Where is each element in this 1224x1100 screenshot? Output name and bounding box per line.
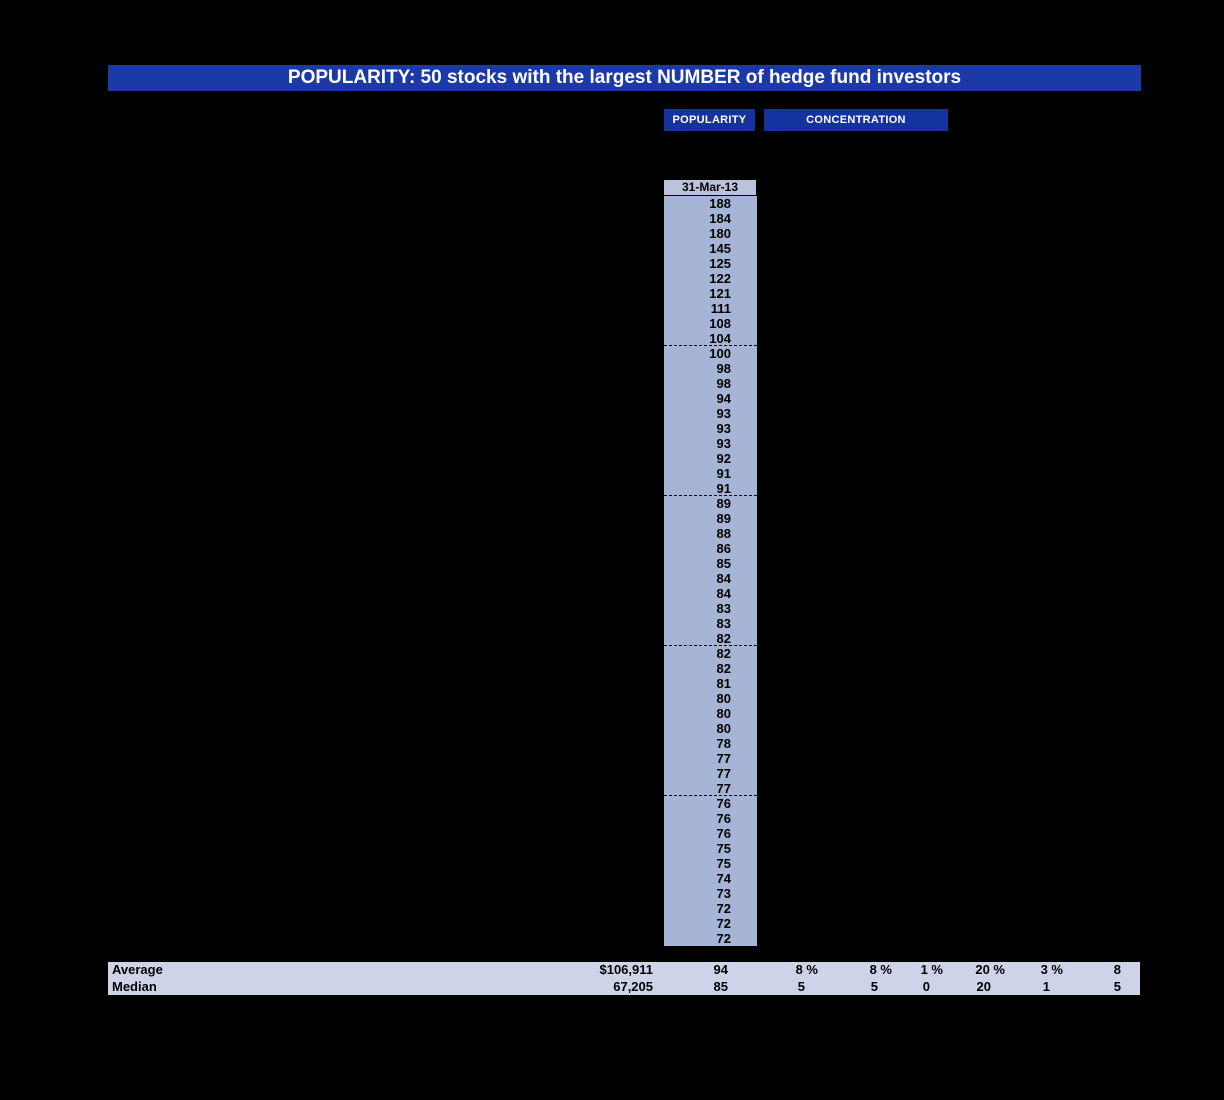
stock-count-cell: 93: [716, 406, 731, 421]
stock-count-cell: 73: [716, 886, 731, 901]
average-row: Average $106,911 94 8 % 8 % 1 % 20 % 3 % 8: [108, 962, 1140, 979]
stock-count-cell: 89: [716, 496, 731, 511]
median-value-cell: 20: [976, 978, 991, 994]
stock-count-cell: 184: [709, 211, 731, 226]
stock-count-cell: 92: [716, 451, 731, 466]
stock-count-cell: 83: [716, 601, 731, 616]
stock-count-cell: 84: [716, 571, 731, 586]
median-value-cell: 5: [797, 978, 805, 994]
stock-count-cell: 82: [716, 646, 731, 661]
stock-count-cell: 100: [709, 346, 731, 361]
stock-count-cell: 84: [716, 586, 731, 601]
stock-count-cell: 76: [716, 811, 731, 826]
stock-count-cell: 75: [716, 841, 731, 856]
median-value-cell: 0: [922, 978, 930, 994]
stock-count-cell: 145: [709, 241, 731, 256]
stock-count-cell: 91: [716, 466, 731, 481]
average-value-cell: 1 %: [920, 962, 943, 977]
stock-count-cell: 77: [716, 751, 731, 766]
investor-count-column: 188 184 180 145 125 122 121 111 108 104 100 98 98 94 9…: [664, 196, 757, 946]
stock-count-cell: 93: [716, 421, 731, 436]
stock-count-cell: 125: [709, 256, 731, 271]
stock-count-cell: 91: [664, 481, 757, 496]
stock-count-cell: 80: [716, 706, 731, 721]
stock-count-cell: 72: [716, 916, 731, 931]
stock-count-cell: 122: [709, 271, 731, 286]
tab-concentration[interactable]: CONCENTRATION: [764, 109, 948, 131]
stock-count-cell: 108: [709, 316, 731, 331]
summary-band: Average $106,911 94 8 % 8 % 1 % 20 % 3 % 8 Media…: [108, 962, 1140, 995]
stock-count-cell: 98: [716, 361, 731, 376]
stock-count-cell: 78: [716, 736, 731, 751]
average-label: Average: [112, 962, 163, 977]
stock-count-cell: 104: [664, 331, 757, 346]
stock-count-cell: 121: [709, 286, 731, 301]
stock-count-cell: 86: [716, 541, 731, 556]
stock-count-cell: 74: [716, 871, 731, 886]
median-value-cell: 1: [1042, 978, 1050, 994]
stock-count-cell: 77: [664, 781, 757, 796]
stock-count-cell: 76: [716, 826, 731, 841]
stock-count-cell: 80: [716, 721, 731, 736]
stock-count-cell: 188: [709, 196, 731, 211]
stock-count-cell: 77: [716, 766, 731, 781]
stock-count-cell: 72: [716, 901, 731, 916]
stock-count-cell: 82: [664, 631, 757, 646]
page-title-text: POPULARITY: 50 stocks with the largest N…: [287, 67, 962, 88]
stock-count-cell: 180: [709, 226, 731, 241]
median-value-cell: 85: [713, 978, 728, 994]
average-value-cell: $106,911: [599, 962, 653, 977]
stock-count-cell: 89: [716, 511, 731, 526]
average-value-cell: 94: [713, 962, 728, 977]
median-value-cell: 5: [1113, 978, 1121, 994]
median-value-cell: 5: [870, 978, 878, 994]
stock-count-cell: 111: [710, 301, 731, 316]
median-row: Median 67,205 85 5 5 0 20 1 5: [108, 979, 1140, 996]
average-value-cell: 20 %: [975, 962, 1005, 977]
stock-count-cell: 75: [716, 856, 731, 871]
average-value-cell: 8 %: [795, 962, 818, 977]
stock-count-cell: 88: [716, 526, 731, 541]
stock-count-cell: 82: [716, 661, 731, 676]
stock-count-cell: 98: [716, 376, 731, 391]
median-value-cell: 67,205: [613, 978, 653, 994]
stock-count-cell: 83: [716, 616, 731, 631]
average-value-cell: 8 %: [869, 962, 892, 977]
median-label: Median: [112, 978, 157, 994]
tab-popularity[interactable]: POPULARITY: [664, 109, 755, 131]
stock-count-cell: 85: [716, 556, 731, 571]
stock-count-cell: 94: [716, 391, 731, 406]
stock-count-cell: 80: [716, 691, 731, 706]
average-value-cell: 3 %: [1040, 962, 1063, 977]
average-value-cell: 8: [1113, 962, 1121, 977]
date-column-header: 31-Mar-13: [663, 179, 757, 196]
stock-count-cell: 76: [716, 796, 731, 811]
stock-count-cell: 93: [716, 436, 731, 451]
stock-count-cell: 81: [716, 676, 731, 691]
stock-count-cell: 72: [716, 931, 731, 946]
page-title: POPULARITY: 50 stocks with the largest N…: [108, 65, 1141, 91]
